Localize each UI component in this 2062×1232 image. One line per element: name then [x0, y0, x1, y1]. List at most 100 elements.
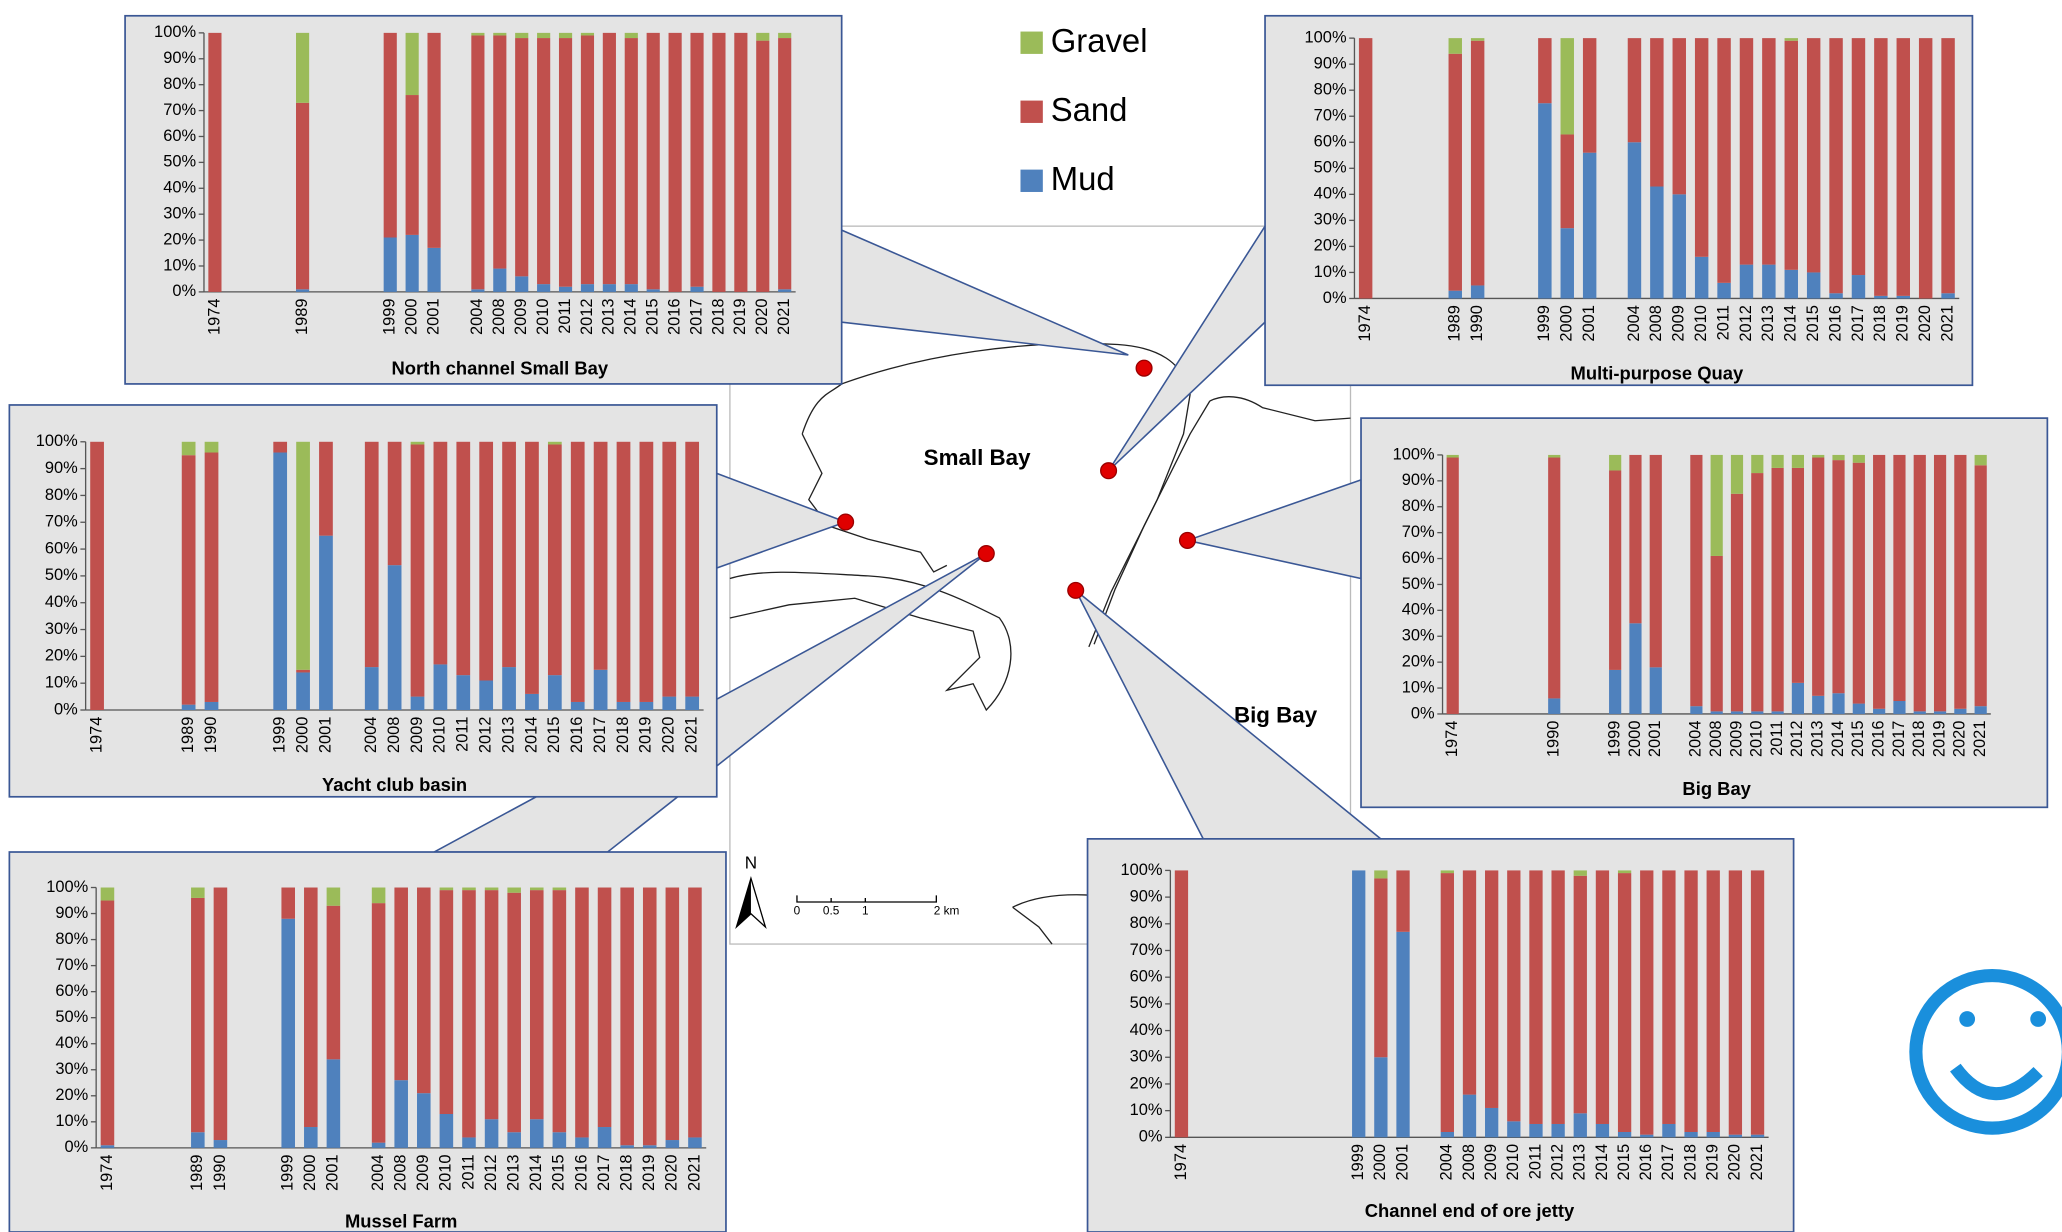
bar-segment: Mud [1507, 1121, 1521, 1138]
bar-segment: Sand [642, 887, 657, 1146]
bar-segment: Mud [1650, 186, 1664, 299]
site-dot [977, 544, 995, 563]
x-tick-label: 2014 [522, 717, 540, 754]
bar-segment: Mud [1874, 295, 1888, 299]
bar-segment: Mud [1730, 711, 1744, 714]
bar-segment: Sand [668, 32, 682, 292]
x-tick-label: 2008 [1707, 721, 1725, 758]
x-tick-label: 2018 [614, 717, 632, 754]
bar-segment: Sand [570, 441, 585, 702]
bar-segment: Mud [1352, 870, 1366, 1138]
bar-segment: Sand [1873, 454, 1886, 709]
bar-segment: Mud [547, 675, 562, 711]
x-tick-label: 2004 [1438, 1144, 1456, 1181]
bar-segment: Gravel [371, 887, 386, 904]
map-label: Small Bay [924, 445, 1031, 470]
bar-segment: Sand [662, 441, 677, 697]
bar-segment: Sand [685, 441, 700, 697]
bar-segment: Mud [690, 286, 704, 292]
x-tick-label: 2017 [687, 298, 705, 335]
x-tick-label: 2012 [1548, 1144, 1566, 1181]
bar-segment: Gravel [1609, 454, 1622, 471]
bar-segment: Mud [427, 247, 441, 292]
y-tick-label: 100% [46, 878, 88, 896]
bar-segment: Mud [1974, 706, 1987, 714]
chart-panel: 0% 10% 20% 30% 40% 50% 60% 70% 80% 90% 100% 1974 Mud… [1086, 838, 1795, 1232]
x-tick-label: 2016 [1826, 305, 1844, 342]
x-tick-label: 2019 [1704, 1144, 1722, 1181]
y-tick-label: 0% [1411, 704, 1435, 722]
bar-segment: Mud [319, 535, 333, 711]
x-tick-label: 1990 [1545, 721, 1563, 758]
bar-segment: Sand [1893, 454, 1906, 702]
bar-segment: Sand [778, 38, 792, 290]
bar-segment: Mud [665, 1140, 680, 1148]
bar-segment: Sand [1851, 38, 1866, 276]
bar-segment: Mud [1751, 711, 1764, 714]
x-tick-label: 1990 [1468, 305, 1486, 342]
legend-label: Mud [1051, 160, 1115, 197]
bar-segment: Gravel [1470, 38, 1485, 41]
bar-segment: Mud [1851, 275, 1866, 299]
x-tick-label: 1989 [1446, 305, 1464, 342]
y-tick-label: 40% [1314, 185, 1347, 203]
smiley-eye [2030, 1011, 2047, 1027]
bar-segment: Gravel [181, 441, 196, 456]
y-tick-label: 60% [163, 127, 196, 145]
x-tick-label: 1989 [293, 298, 311, 335]
bar-segment: Mud [1573, 1113, 1587, 1138]
coastline [729, 571, 1012, 712]
bar-segment: Sand [1650, 38, 1664, 187]
bar-segment: Mud [529, 1119, 544, 1148]
y-tick-label: 80% [163, 75, 196, 93]
x-tick-label: 2001 [1393, 1144, 1411, 1181]
x-tick-label: 2015 [550, 1154, 568, 1191]
bar-segment: Gravel [1448, 38, 1462, 54]
x-tick-label: 1974 [1356, 305, 1374, 342]
bar-segment: Mud [383, 237, 397, 292]
bar-segment: Gravel [1440, 870, 1454, 874]
bar-segment: Mud [100, 1145, 115, 1148]
y-tick-label: 10% [55, 1112, 88, 1130]
x-tick-label: 2021 [1748, 1144, 1766, 1181]
bar-segment: Mud [515, 276, 529, 292]
bar-segment: Sand [493, 35, 507, 269]
bar-segment: Sand [1771, 467, 1784, 712]
x-tick-label: 2004 [1687, 721, 1705, 758]
bar-segment: Sand [1627, 38, 1642, 143]
bar-segment: Sand [1918, 38, 1933, 299]
y-tick-label: 70% [55, 956, 88, 974]
bar-segment: Sand [1662, 870, 1676, 1124]
y-tick-label: 0% [54, 700, 78, 718]
x-tick-label: 2013 [499, 717, 517, 754]
x-tick-label: 2015 [545, 717, 563, 754]
bar-segment: Gravel [1617, 870, 1632, 874]
y-tick-label: 10% [1402, 678, 1435, 696]
bar-segment: Gravel [439, 887, 454, 891]
y-tick-label: 50% [1402, 575, 1435, 593]
x-tick-label: 2004 [369, 1154, 387, 1191]
y-tick-label: 40% [1402, 601, 1435, 619]
x-tick-label: 1999 [279, 1154, 297, 1191]
bar-segment: Sand [1933, 454, 1947, 712]
sites [837, 359, 1197, 599]
panel-frame [1086, 838, 1795, 1232]
x-tick-label: 2019 [640, 1154, 658, 1191]
bar-segment: Mud [1873, 708, 1886, 714]
bar-segment: Sand [1706, 870, 1720, 1132]
bar-segment: Sand [410, 444, 425, 697]
bar-segment: Sand [462, 890, 476, 1138]
bar-segment: Sand [1690, 454, 1703, 707]
bar-segment: Mud [456, 675, 471, 711]
site-dot [1067, 581, 1085, 599]
bar-segment: Gravel [296, 441, 310, 670]
y-tick-label: 0% [1139, 1128, 1163, 1146]
bar-segment: Gravel [1832, 454, 1845, 461]
x-tick-label: 2010 [1748, 721, 1766, 758]
coastline [801, 383, 948, 573]
bar-segment: Sand [1446, 457, 1459, 714]
bar-segment: Sand [1551, 870, 1565, 1124]
x-tick-label: 2018 [1871, 305, 1889, 342]
bar-segment: Sand [602, 32, 616, 285]
